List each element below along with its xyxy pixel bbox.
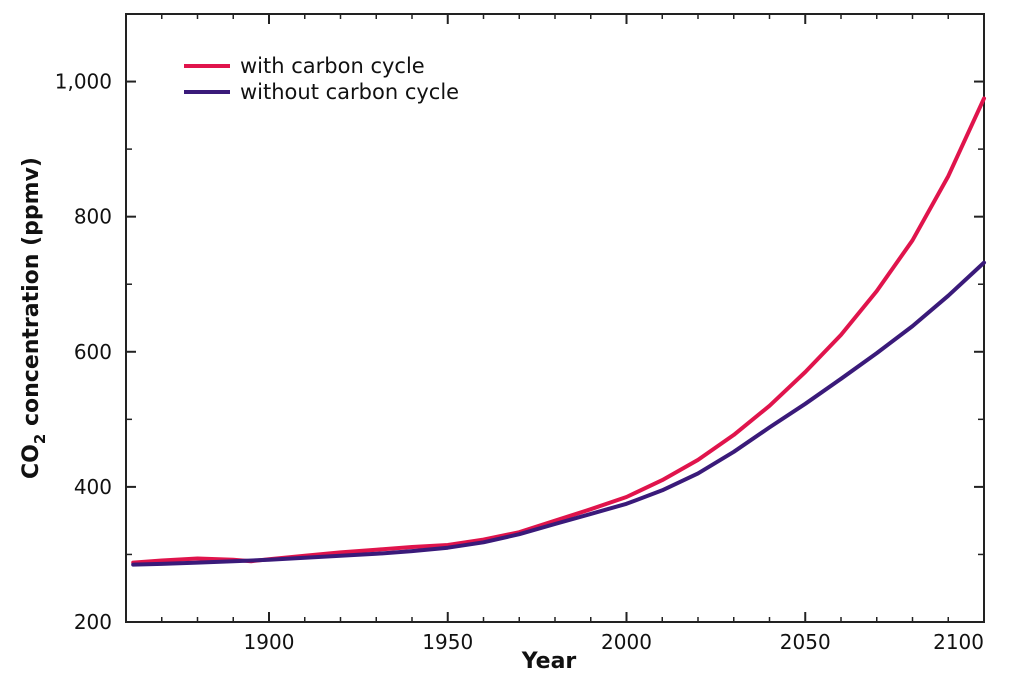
legend-label-with-carbon-cycle: with carbon cycle: [240, 54, 425, 78]
x-axis-title: Year: [521, 649, 577, 674]
x-tick-label: 2100: [933, 630, 984, 654]
series-line-with-carbon-cycle: [131, 96, 986, 565]
y-axis-title-subscript: 2: [31, 434, 49, 444]
y-tick-label: 200: [74, 610, 112, 634]
y-tick-label: 1,000: [55, 70, 112, 94]
x-tick-label: 2000: [601, 630, 652, 654]
y-tick-label: 800: [74, 205, 112, 229]
series-line-without-carbon-cycle: [131, 260, 986, 567]
axis-ticks: 200 400 600 800 1,000 1900 1950 2000 2050 2100: [55, 14, 985, 654]
y-tick-label: 600: [74, 340, 112, 364]
y-axis-title-pre: CO: [19, 444, 44, 479]
legend: with carbon cycle without carbon cycle: [184, 54, 459, 104]
y-axis-title-post: concentration (ppmv): [19, 157, 44, 434]
x-tick-label: 2050: [780, 630, 831, 654]
y-axis-title: CO2 concentration (ppmv): [19, 157, 49, 479]
x-tick-label: 1950: [422, 630, 473, 654]
series-lines: [131, 96, 986, 567]
x-tick-label: 1900: [244, 630, 295, 654]
legend-label-without-carbon-cycle: without carbon cycle: [240, 80, 459, 104]
y-tick-label: 400: [74, 475, 112, 499]
